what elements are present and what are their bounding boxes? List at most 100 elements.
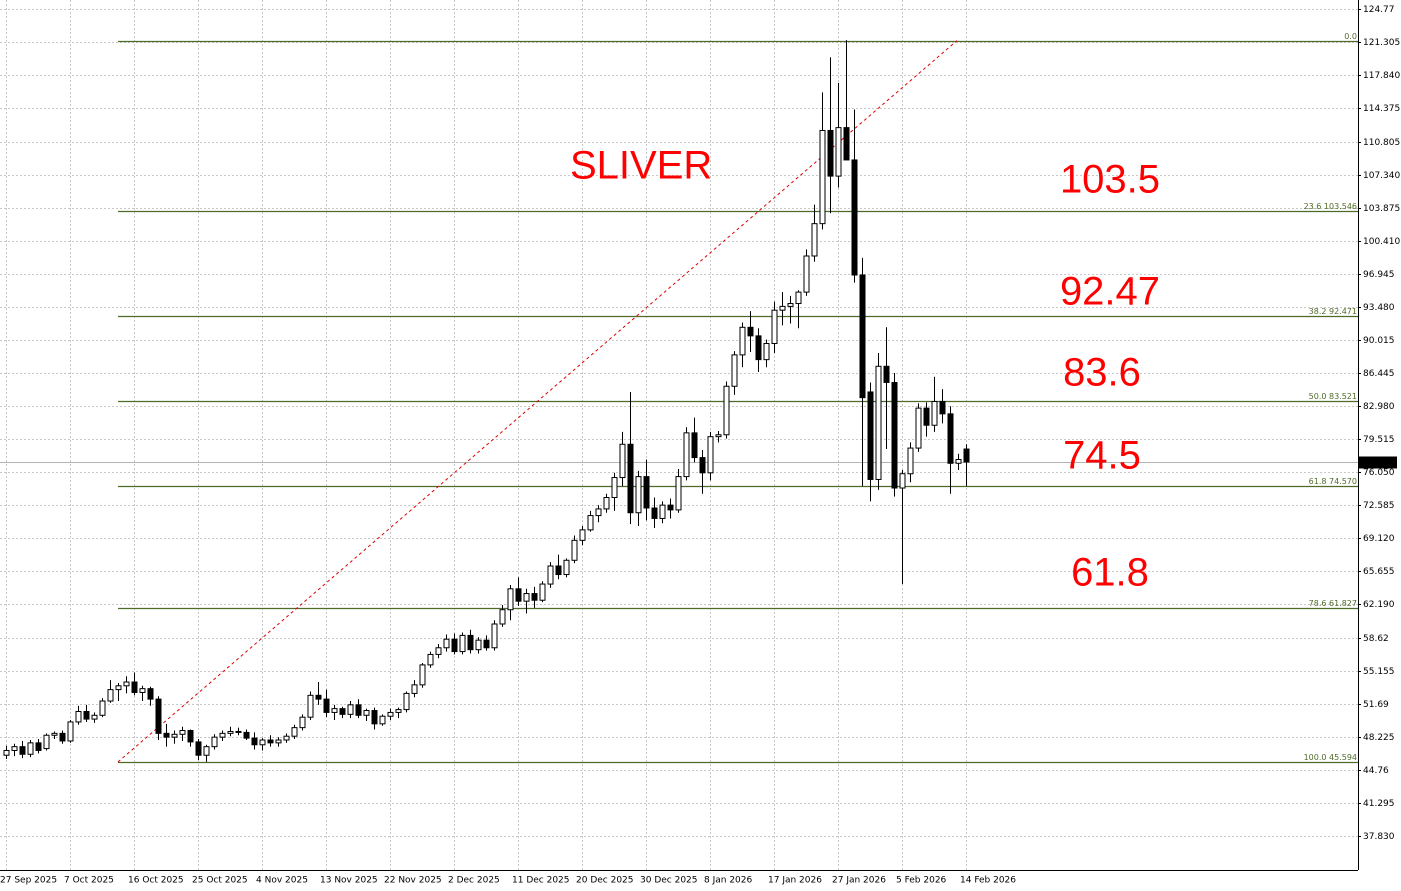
y-tick-label: 82.980 [1363,402,1395,412]
candle-body [851,159,858,276]
candle-body [259,739,266,746]
candle-body [787,303,794,307]
candle-body [43,734,50,750]
candle-body [763,342,770,361]
candle-body [579,529,586,541]
candle-body [691,432,698,459]
candle-body [139,688,146,693]
candle-body [195,741,202,756]
candle-body [27,742,34,755]
candle-body [387,711,394,717]
y-tick-label: 96.945 [1363,270,1395,280]
candle-body [635,476,642,514]
candle-body [379,715,386,725]
candle-body [251,737,258,746]
x-tick-label: 8 Jan 2026 [704,876,752,886]
last-price-tag [1359,456,1397,469]
candle-body [51,732,58,736]
y-tick-label: 90.015 [1363,336,1395,346]
candle-body [339,708,346,715]
candle-body [427,653,434,666]
candle-body [547,565,554,585]
candle-body [803,255,810,293]
last-price-label: 77.142 [1363,458,1395,468]
candle-body [307,694,314,718]
candle-body [355,704,362,716]
candle-body [619,443,626,479]
candle-body [627,443,634,514]
candle-body [179,729,186,735]
y-tick-label: 72.585 [1363,501,1395,511]
candle-body [875,365,882,480]
y-tick-label: 37.830 [1363,832,1395,842]
candle-body [291,727,298,737]
candle-body [171,733,178,738]
y-tick-label: 93.480 [1363,303,1395,313]
candle-body [907,447,914,475]
candle-body [883,365,890,383]
candle-body [243,731,250,739]
candle-body [107,689,114,702]
annotation: 83.6 [1063,351,1141,395]
candle-body [59,732,66,742]
x-tick-label: 16 Oct 2025 [128,876,184,886]
x-tick-label: 20 Dec 2025 [576,876,634,886]
candle-body [131,681,138,693]
candle-body [771,309,778,344]
candle-body [443,638,450,649]
candle-body [347,704,354,715]
candle-body [835,127,842,177]
candle-body [891,381,898,489]
candle-body [275,739,282,744]
annotation: 74.5 [1063,434,1141,478]
candle-body [675,476,682,511]
candle-body [83,710,90,720]
candle-body [483,639,490,649]
candle-body [35,742,42,751]
fib-label: 61.8 74.570 [1309,477,1357,486]
y-tick-label: 62.190 [1363,600,1395,610]
candle-body [739,326,746,356]
candle-body [227,730,234,734]
candle-body [795,291,802,305]
candle-body [67,721,74,742]
candle-body [459,634,466,653]
candle-body [419,664,426,686]
y-tick-label: 69.120 [1363,534,1395,544]
candle-body [867,391,874,480]
x-tick-label: 22 Nov 2025 [384,876,442,886]
y-tick-label: 86.445 [1363,369,1395,379]
candle-body [531,593,538,601]
candle-body [923,407,930,426]
candle-body [187,729,194,743]
candle-body [707,436,714,474]
candle-body [371,710,378,725]
candle-body [123,681,130,687]
x-tick-label: 2 Dec 2025 [448,876,500,886]
candle-body [283,735,290,741]
candle-body [331,708,338,713]
candle-body [755,335,762,361]
candle-body [611,477,618,499]
candle-body [315,694,322,700]
y-tick-label: 58.62 [1363,634,1389,644]
annotation: 92.47 [1060,270,1160,314]
x-tick-label: 5 Feb 2026 [896,876,947,886]
candle-body [75,710,82,723]
x-tick-label: 7 Oct 2025 [64,876,114,886]
candle-body [827,129,834,177]
y-tick-label: 114.375 [1363,104,1400,114]
annotation: 61.8 [1071,551,1149,595]
candle-body [819,129,826,225]
candle-body [499,609,506,625]
candle-body [219,732,226,738]
y-tick-label: 103.875 [1363,204,1400,214]
candle-body [915,407,922,449]
x-tick-label: 13 Nov 2025 [320,876,378,886]
candle-body [715,434,722,438]
candle-body [3,749,10,756]
y-tick-label: 48.225 [1363,733,1395,743]
candle-body [411,684,418,694]
